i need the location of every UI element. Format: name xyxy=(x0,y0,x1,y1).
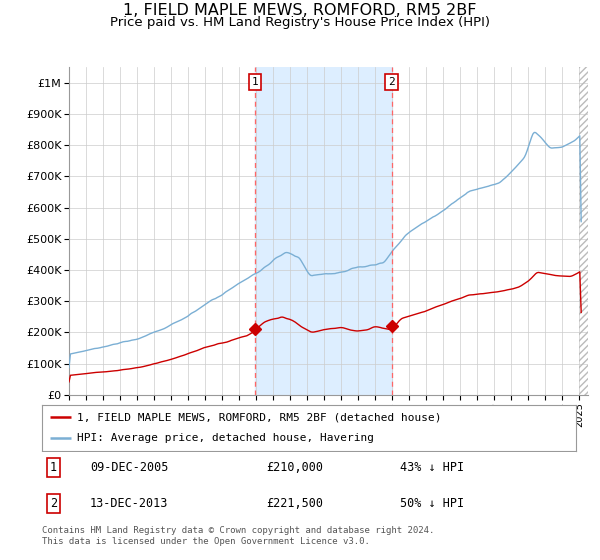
Text: 2: 2 xyxy=(50,497,57,510)
Text: 09-DEC-2005: 09-DEC-2005 xyxy=(90,461,169,474)
Text: £210,000: £210,000 xyxy=(266,461,323,474)
Text: £221,500: £221,500 xyxy=(266,497,323,510)
Text: 43% ↓ HPI: 43% ↓ HPI xyxy=(400,461,464,474)
Text: Price paid vs. HM Land Registry's House Price Index (HPI): Price paid vs. HM Land Registry's House … xyxy=(110,16,490,29)
Text: 1: 1 xyxy=(50,461,57,474)
Text: Contains HM Land Registry data © Crown copyright and database right 2024.
This d: Contains HM Land Registry data © Crown c… xyxy=(42,526,434,546)
Text: 13-DEC-2013: 13-DEC-2013 xyxy=(90,497,169,510)
Text: HPI: Average price, detached house, Havering: HPI: Average price, detached house, Have… xyxy=(77,433,374,444)
Text: 50% ↓ HPI: 50% ↓ HPI xyxy=(400,497,464,510)
Text: 1: 1 xyxy=(252,77,259,87)
Text: 2: 2 xyxy=(388,77,395,87)
Text: 1, FIELD MAPLE MEWS, ROMFORD, RM5 2BF (detached house): 1, FIELD MAPLE MEWS, ROMFORD, RM5 2BF (d… xyxy=(77,412,441,422)
Bar xyxy=(255,67,392,395)
Bar xyxy=(580,67,588,395)
Text: 1, FIELD MAPLE MEWS, ROMFORD, RM5 2BF: 1, FIELD MAPLE MEWS, ROMFORD, RM5 2BF xyxy=(123,2,477,17)
